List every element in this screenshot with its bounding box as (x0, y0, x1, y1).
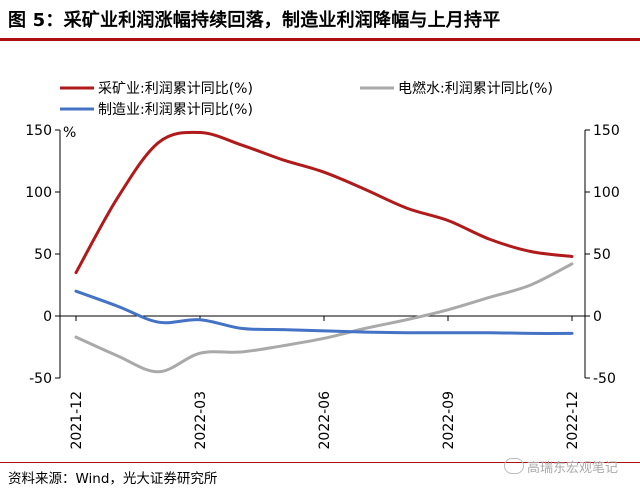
y-tick-label-left: 50 (34, 247, 52, 263)
footer-divider (0, 462, 640, 463)
x-tick-label: 2022-06 (317, 391, 333, 450)
y-tick-label-left: 100 (25, 185, 52, 201)
chart-series (74, 130, 574, 374)
y-tick-label-left: 0 (43, 309, 52, 325)
x-tick-label: 2021-12 (69, 391, 85, 450)
unit-label: % (63, 125, 76, 141)
y-tick-label-right: 150 (593, 123, 620, 139)
title-divider (0, 38, 640, 41)
source-note: 资料来源：Wind，光大证券研究所 (8, 471, 218, 487)
chart-axes: -50 -50 0 0 50 50 100 100 150 150 2021-12 2022-03 20… (25, 123, 619, 450)
y-tick-label-left: 150 (25, 123, 52, 139)
chart-title: 图 5：采矿业利润涨幅持续回落，制造业利润降幅与上月持平 (8, 10, 501, 31)
y-tick-label-right: 100 (593, 185, 620, 201)
series-mining-line (74, 130, 574, 275)
x-tick-label: 2022-03 (193, 391, 209, 450)
watermark-text: 高瑞东宏观笔记 (526, 461, 618, 476)
legend-label: 电燃水:利润累计同比(%) (398, 80, 553, 97)
x-tick-label: 2022-09 (441, 391, 457, 450)
y-tick-label-right: -50 (593, 371, 616, 387)
x-tick-label: 2022-12 (565, 391, 581, 450)
chart-legend: 采矿业:利润累计同比(%) 电燃水:利润累计同比(%) 制造业:利润累计同比(%) (60, 80, 553, 118)
legend-label: 采矿业:利润累计同比(%) (98, 81, 253, 97)
y-tick-label-right: 0 (593, 309, 602, 325)
series-utilities-line (74, 262, 574, 374)
watermark: 高瑞东宏观笔记 (503, 457, 618, 476)
y-tick-label-right: 50 (593, 247, 611, 263)
wechat-icon (503, 458, 524, 474)
legend-label: 制造业:利润累计同比(%) (98, 102, 253, 118)
y-tick-label-left: -50 (29, 371, 52, 387)
series-manufacturing-line (74, 289, 574, 335)
